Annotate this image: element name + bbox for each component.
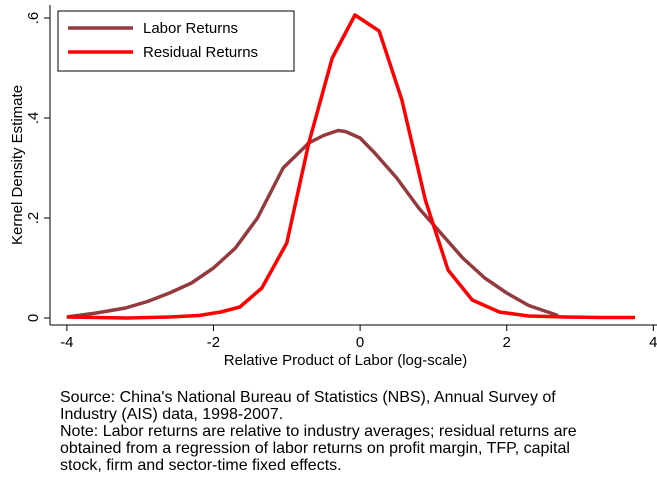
x-tick-label: 4 bbox=[649, 334, 657, 351]
x-axis-label: Relative Product of Labor (log-scale) bbox=[224, 352, 467, 369]
legend-box bbox=[57, 10, 295, 72]
y-tick-label: .6 bbox=[25, 12, 42, 25]
y-axis-label: Kernel Density Estimate bbox=[9, 85, 26, 245]
y-tick-label: .2 bbox=[25, 212, 42, 225]
note-line: Source: China's National Bureau of Stati… bbox=[60, 389, 556, 406]
y-tick-label: 0 bbox=[25, 314, 42, 322]
note-line: Note: Labor returns are relative to indu… bbox=[60, 423, 577, 440]
legend-label: Labor Returns bbox=[143, 20, 238, 37]
note-line: obtained from a regression of labor retu… bbox=[60, 440, 570, 457]
y-tick-label: .4 bbox=[25, 112, 42, 125]
note-line: stock, firm and sector-time fixed effect… bbox=[60, 457, 342, 474]
x-tick-label: -2 bbox=[207, 334, 220, 351]
line-series bbox=[66, 128, 559, 319]
x-tick-label: 0 bbox=[356, 334, 364, 351]
line-series bbox=[66, 13, 636, 320]
legend-label: Residual Returns bbox=[143, 44, 258, 61]
x-tick-label: -4 bbox=[60, 334, 73, 351]
note-line: Industry (AIS) data, 1998-2007. bbox=[60, 406, 283, 423]
x-tick-label: 2 bbox=[503, 334, 511, 351]
